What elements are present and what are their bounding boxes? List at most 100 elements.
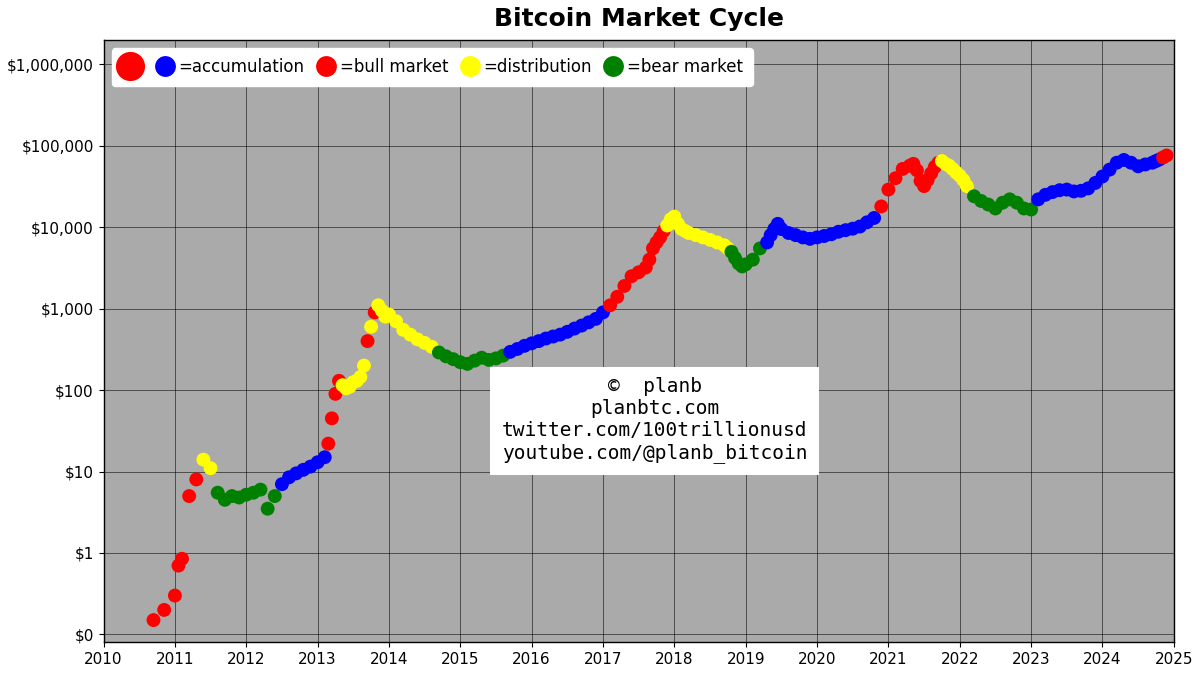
Point <box>350 371 370 382</box>
Point <box>451 357 470 367</box>
Point <box>379 309 398 320</box>
Point <box>672 224 691 235</box>
Point <box>965 191 984 202</box>
Point <box>600 300 619 311</box>
Point <box>229 492 248 503</box>
Point <box>1036 189 1055 200</box>
Point <box>864 212 883 223</box>
Point <box>347 375 366 386</box>
Point <box>394 324 413 335</box>
Point <box>772 224 791 235</box>
Point <box>643 243 662 254</box>
Point <box>793 232 812 243</box>
Point <box>386 316 406 327</box>
Point <box>950 171 970 181</box>
Point <box>368 300 388 311</box>
Point <box>155 605 174 615</box>
Point <box>236 489 256 500</box>
Point <box>1153 152 1172 163</box>
Point <box>1021 204 1040 215</box>
Point <box>636 262 655 273</box>
Point <box>515 340 534 351</box>
Point <box>786 230 805 241</box>
Point <box>668 218 688 229</box>
Point <box>1157 150 1176 161</box>
Point <box>354 360 373 371</box>
Point <box>265 491 284 501</box>
Point <box>587 313 606 324</box>
Point <box>701 235 720 245</box>
Point <box>361 321 380 332</box>
Point <box>430 347 449 358</box>
Point <box>1000 194 1019 205</box>
Point <box>444 354 463 365</box>
Text: ©  planb
planbtc.com
twitter.com/100trillionusd
youtube.com/@planb_bitcoin: © planb planbtc.com twitter.com/100trill… <box>502 377 808 463</box>
Legend: , =accumulation, =bull market, =distribution, =bear market: , =accumulation, =bull market, =distribu… <box>112 48 752 86</box>
Point <box>676 226 695 237</box>
Point <box>258 503 277 514</box>
Point <box>629 267 648 278</box>
Point <box>822 229 841 240</box>
Point <box>958 181 977 191</box>
Point <box>194 454 214 465</box>
Point <box>329 375 348 386</box>
Point <box>319 438 338 449</box>
Point <box>437 351 456 362</box>
Point <box>694 232 713 243</box>
Point <box>886 173 905 183</box>
Point <box>808 232 827 243</box>
Point <box>544 331 563 342</box>
Point <box>1142 157 1162 168</box>
Point <box>522 338 541 348</box>
Point <box>1093 171 1112 182</box>
Point <box>904 158 923 169</box>
Point <box>907 165 926 176</box>
Point <box>732 261 751 272</box>
Point <box>593 307 612 318</box>
Point <box>654 226 673 237</box>
Point <box>932 156 952 166</box>
Point <box>580 317 599 328</box>
Point <box>929 157 948 168</box>
Point <box>979 199 998 210</box>
Point <box>992 197 1012 208</box>
Point <box>829 226 848 237</box>
Point <box>493 350 512 361</box>
Point <box>650 232 670 243</box>
Point <box>272 479 292 489</box>
Point <box>1150 154 1169 165</box>
Point <box>340 381 359 392</box>
Point <box>708 237 727 248</box>
Point <box>486 353 505 364</box>
Point <box>1128 161 1147 172</box>
Point <box>936 158 955 169</box>
Point <box>479 355 498 365</box>
Point <box>500 346 520 357</box>
Point <box>280 472 299 483</box>
Point <box>1072 185 1091 196</box>
Point <box>871 201 890 212</box>
Point <box>572 320 592 331</box>
Point <box>768 218 787 229</box>
Point <box>665 211 684 222</box>
Point <box>244 487 263 498</box>
Point <box>415 338 434 348</box>
Point <box>647 237 666 248</box>
Point <box>529 336 548 346</box>
Point <box>464 355 484 366</box>
Point <box>764 224 784 235</box>
Point <box>779 228 798 239</box>
Point <box>725 253 744 264</box>
Point <box>1086 177 1105 188</box>
Point <box>954 175 973 185</box>
Point <box>658 220 677 231</box>
Point <box>308 457 328 468</box>
Point <box>336 383 355 394</box>
Point <box>940 160 959 171</box>
Point <box>222 491 241 501</box>
Point <box>401 329 420 340</box>
Point <box>925 162 944 173</box>
Point <box>761 230 780 241</box>
Point <box>1064 186 1084 197</box>
Point <box>986 203 1006 214</box>
